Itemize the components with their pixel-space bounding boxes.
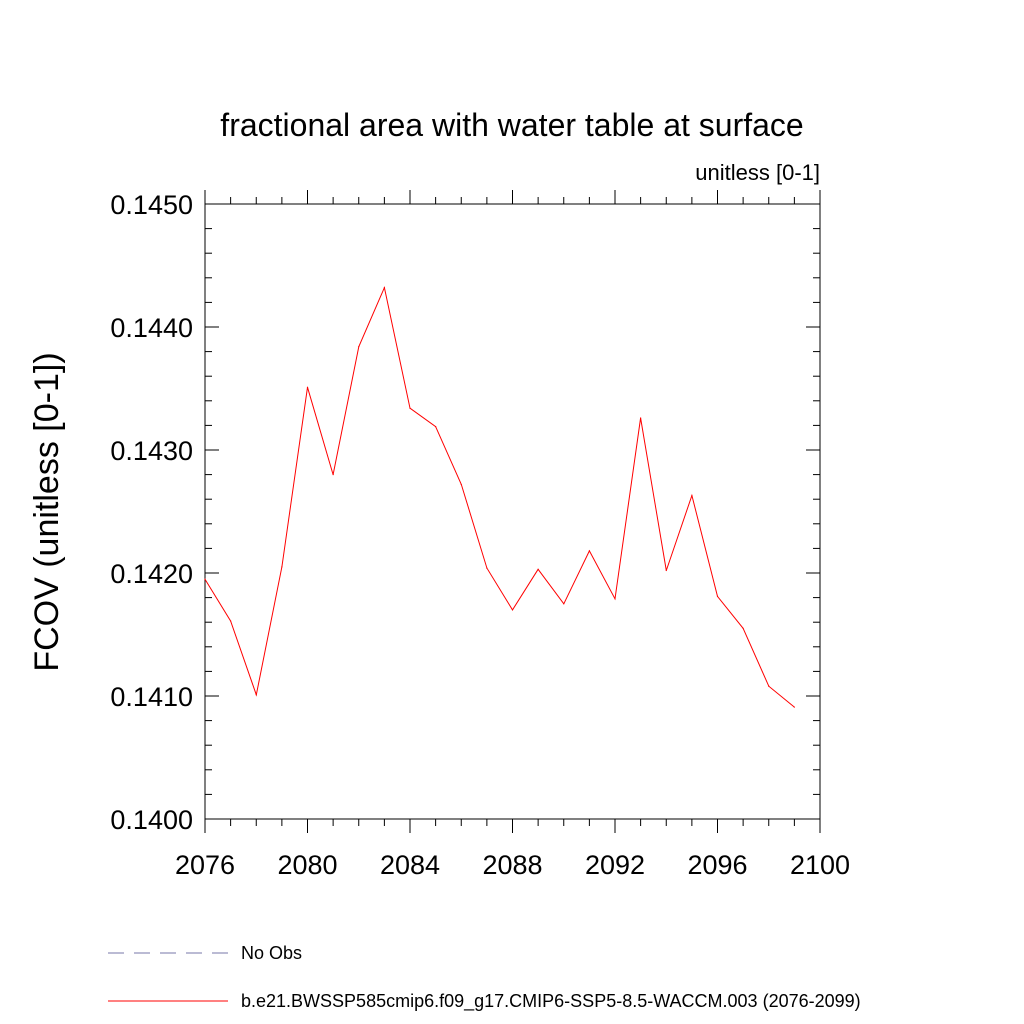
data-point: [409, 407, 411, 409]
y-axis-label: FCOV (unitless [0-1]): [28, 352, 66, 671]
data-point: [281, 566, 283, 568]
y-tick-label: 0.1430: [110, 436, 193, 466]
legend-label: b.e21.BWSSP585cmip6.f09_g17.CMIP6-SSP5-8…: [241, 991, 861, 1012]
x-tick-label: 2100: [790, 850, 850, 880]
x-tick-label: 2084: [380, 850, 440, 880]
y-tick-label: 0.1450: [110, 190, 193, 220]
x-tick-labels: 2076 2080 2084 2088 2092 2096 2100: [175, 850, 850, 880]
series-layer: [204, 285, 795, 708]
data-point: [435, 426, 437, 428]
y-tick-labels: 0.1400 0.1410 0.1420 0.1430 0.1440 0.1450: [110, 190, 193, 835]
axis-ticks: [204, 190, 821, 833]
data-point: [640, 417, 642, 419]
data-point: [204, 578, 206, 580]
data-point: [255, 694, 257, 696]
data-point: [230, 620, 232, 622]
legend: No Obs b.e21.BWSSP585cmip6.f09_g17.CMIP6-…: [108, 943, 861, 1012]
data-point: [716, 595, 719, 597]
data-point: [332, 474, 334, 476]
data-point: [358, 346, 360, 348]
data-point: [486, 567, 488, 569]
series-line: [204, 285, 795, 708]
plot-frame: [204, 203, 821, 820]
legend-label: No Obs: [241, 943, 302, 963]
chart-subtitle: unitless [0-1]: [695, 160, 820, 185]
data-point: [588, 550, 590, 552]
y-tick-label: 0.1400: [110, 805, 193, 835]
data-point: [306, 386, 309, 388]
y-tick-label: 0.1410: [110, 682, 193, 712]
data-point: [537, 568, 539, 570]
data-point: [383, 287, 385, 289]
x-tick-label: 2088: [482, 850, 542, 880]
chart-title: fractional area with water table at surf…: [220, 107, 803, 143]
data-point: [563, 603, 565, 605]
data-point: [511, 609, 514, 611]
data-point: [460, 483, 462, 486]
y-tick-label: 0.1440: [110, 313, 193, 343]
data-point: [665, 569, 667, 572]
x-tick-label: 2076: [175, 850, 235, 880]
x-tick-label: 2092: [585, 850, 645, 880]
data-point: [691, 494, 693, 497]
data-point: [768, 685, 770, 687]
x-tick-label: 2080: [277, 850, 337, 880]
data-point: [614, 598, 616, 600]
x-tick-label: 2096: [687, 850, 747, 880]
y-tick-label: 0.1420: [110, 559, 193, 589]
data-point: [793, 706, 795, 708]
data-point: [742, 627, 744, 629]
